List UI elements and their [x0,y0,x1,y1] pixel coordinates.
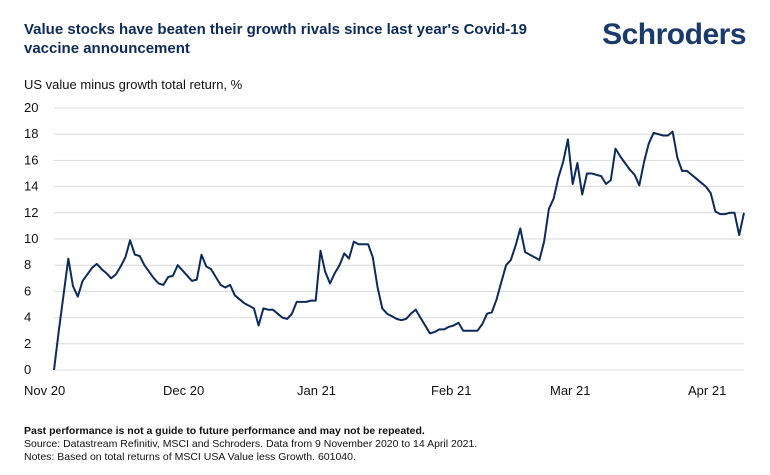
source-text: Source: Datastream Refinitiv, MSCI and S… [24,438,478,450]
x-tick-label: Mar 21 [550,383,590,398]
y-tick-label: 14 [24,179,38,194]
y-tick-label: 0 [24,362,31,377]
series-group [53,130,745,371]
y-tick-label: 18 [24,126,38,141]
y-tick-label: 4 [24,310,31,325]
y-tick-label: 12 [24,205,38,220]
x-tick-labels: Nov 20 Dec 20 Jan 21 Feb 21 Mar 21 Apr 21 [24,383,726,398]
schroders-logo: Schroders [602,18,746,51]
x-tick-label: Dec 20 [163,383,204,398]
y-axis-label: US value minus growth total return, % [24,77,243,92]
y-tick-label: 8 [24,257,31,272]
x-tick-label: Feb 21 [431,383,471,398]
gridlines [54,107,744,371]
x-tick-label: Jan 21 [297,383,336,398]
y-tick-label: 6 [24,283,31,298]
x-tick-label: Nov 20 [24,383,65,398]
y-tick-label: 2 [24,336,31,351]
y-tick-label: 20 [24,100,38,115]
chart-title: Value stocks have beaten their growth ri… [24,21,527,57]
notes-text: Notes: Based on total returns of MSCI US… [24,451,356,463]
series-line [53,130,745,371]
y-tick-label: 10 [24,231,38,246]
y-tick-labels: 0 2 4 6 8 10 12 14 16 18 20 [24,100,38,377]
disclaimer-text: Past performance is not a guide to futur… [24,425,425,437]
x-tick-label: Apr 21 [688,383,726,398]
y-tick-label: 16 [24,152,38,167]
